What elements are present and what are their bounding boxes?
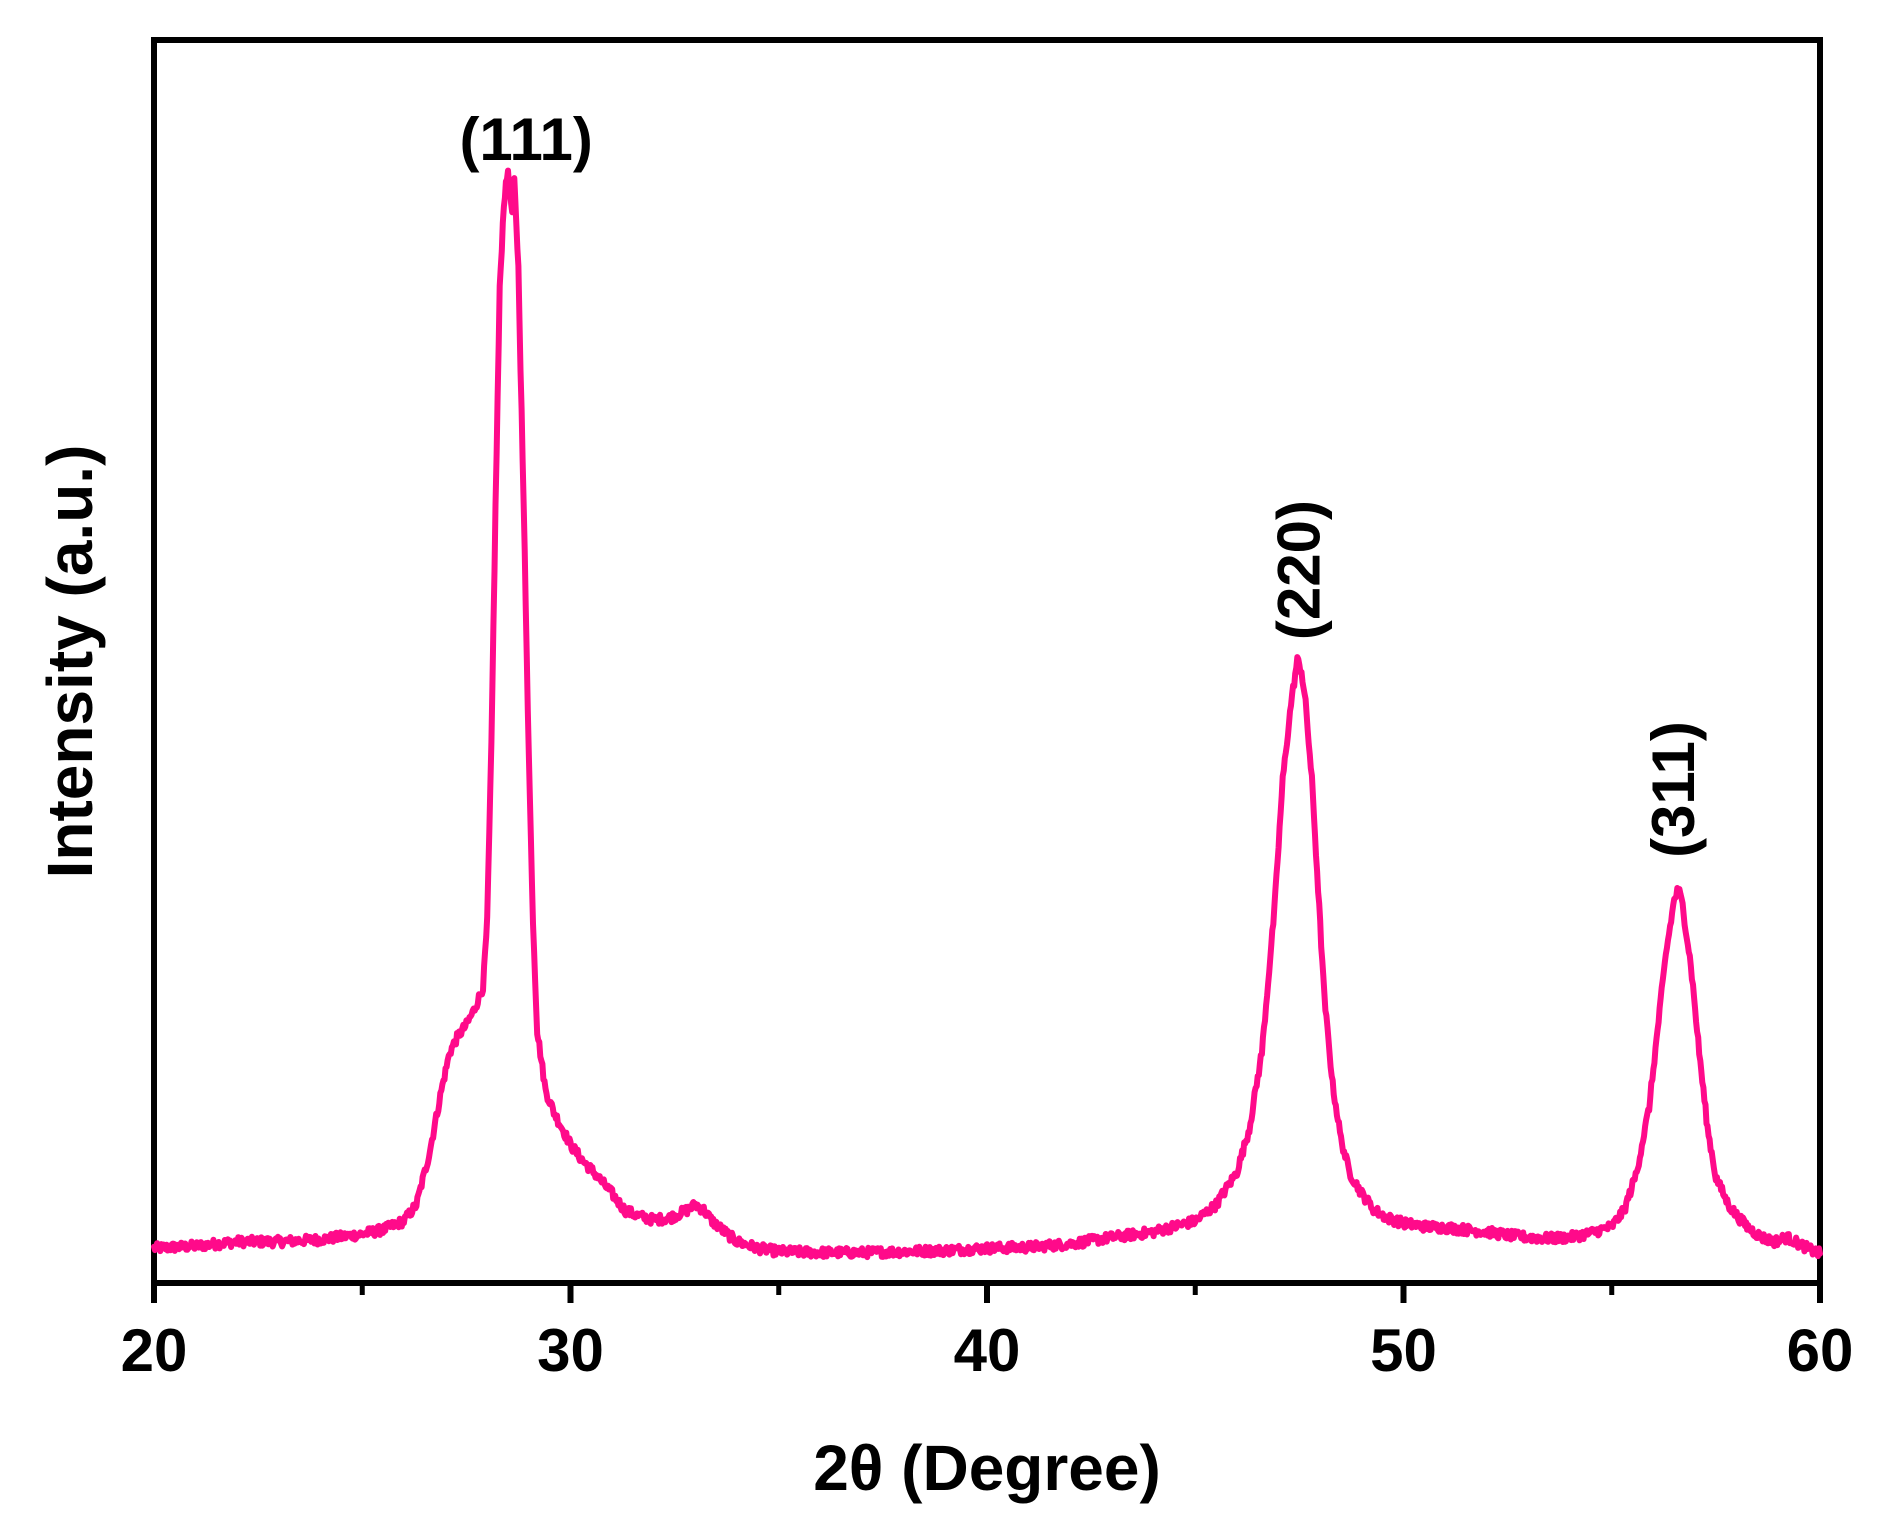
- peak-label-2: (311): [1640, 721, 1707, 858]
- x-tick-label: 40: [954, 1317, 1021, 1384]
- series-layer: [151, 167, 1823, 1261]
- x-tick-label: 50: [1370, 1317, 1437, 1384]
- x-axis-title: 2θ (Degree): [813, 1432, 1161, 1504]
- x-tick-label: 20: [121, 1317, 188, 1384]
- labels-layer: 2θ (Degree) Intensity (a.u.) 20 30 40 50 60 (…: [34, 106, 1853, 1504]
- series-line: [151, 167, 1823, 1261]
- peak-label-0: (111): [459, 106, 592, 173]
- peak-label-1: (220): [1265, 500, 1332, 640]
- y-axis-title: Intensity (a.u.): [34, 445, 106, 879]
- plot-frame: [151, 37, 1823, 1286]
- x-tick-label: 60: [1787, 1317, 1854, 1384]
- axes-layer: [151, 37, 1823, 1303]
- x-tick-label: 30: [537, 1317, 604, 1384]
